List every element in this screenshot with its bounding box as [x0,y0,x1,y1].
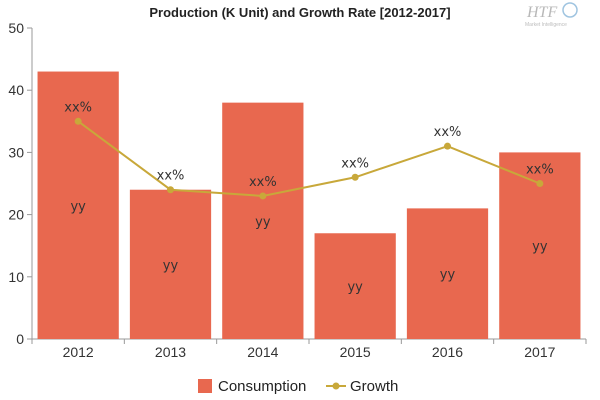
bar [406,208,489,339]
line-point [167,186,174,194]
line-data-label: xx% [64,100,92,115]
legend-marker-growth [332,382,340,390]
logo-subtext: Market Intelligence [525,22,567,28]
bar [129,189,212,339]
x-tick-label: 2015 [340,344,371,360]
line-point [259,192,267,200]
line-point [74,117,82,125]
line-data-label: xx% [341,156,369,171]
line-data-label: xx% [249,175,277,190]
chart-title: Production (K Unit) and Growth Rate [201… [149,5,450,20]
bar-data-label: yy [70,199,86,214]
y-tick-label: 0 [16,331,24,347]
line-series [74,117,544,200]
y-tick-label: 10 [8,269,24,285]
x-tick-label: 2017 [524,344,555,360]
line-data-label: xx% [526,163,554,178]
bar-data-label: yy [532,240,548,255]
line-point [536,180,544,187]
legend-swatch-consumption [198,379,212,393]
axes: 0 10 20 30 40 50 2012 2013 2014 2015 2016 2017 [8,20,587,360]
legend-label-growth: Growth [350,378,398,395]
y-tick-label: 20 [8,207,24,223]
bar-data-label: yy [255,215,271,230]
growth-line [77,120,541,197]
line-data-label: xx% [157,169,185,184]
y-tick-label: 40 [8,82,24,98]
y-tick-label: 50 [8,20,24,36]
legend: Consumption Growth [198,378,398,395]
y-tick-label: 30 [8,144,24,160]
logo-text: HTF [526,4,557,21]
bar [37,71,119,339]
line-labels: xx% xx% xx% xx% xx% xx% [64,100,553,190]
globe-icon [562,2,578,18]
bar-data-label: yy [347,280,363,295]
line-point [351,173,359,181]
x-tick-label: 2014 [247,344,278,360]
bar [222,102,304,339]
bar-series [37,71,581,339]
legend-label-consumption: Consumption [218,378,306,395]
bar-data-label: yy [440,268,456,283]
line-point [444,142,451,150]
bar [314,233,396,339]
bar-data-label: yy [163,258,179,273]
x-tick-label: 2013 [155,344,186,360]
x-tick-label: 2012 [63,344,94,360]
line-data-label: xx% [434,125,462,140]
htf-logo: HTF Market Intelligence [525,2,578,28]
x-tick-label: 2016 [432,344,463,360]
bar-labels: yy yy yy yy yy yy [70,199,547,295]
